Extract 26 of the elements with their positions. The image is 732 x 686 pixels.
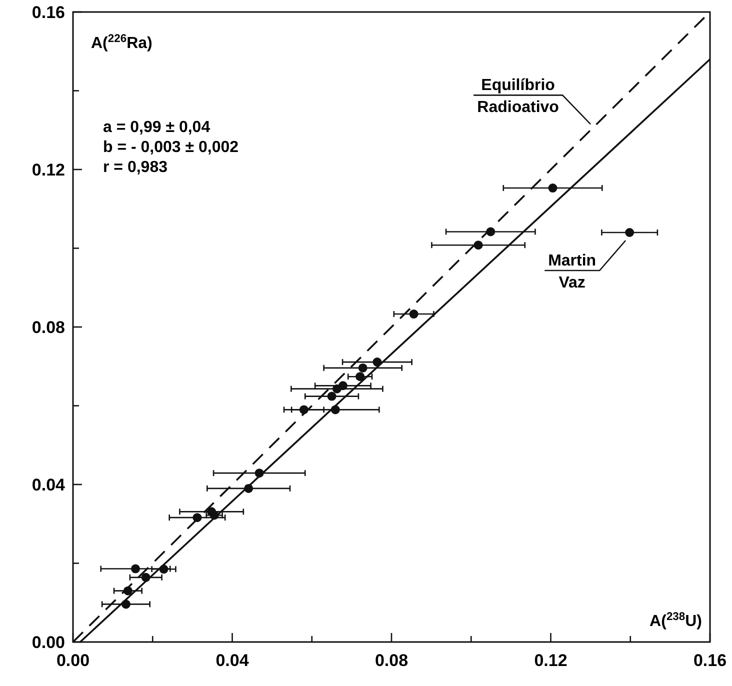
- x-tick-label: 0.16: [693, 651, 727, 670]
- x-tick-label: 0.12: [534, 651, 568, 670]
- annotation: Equilíbrio Radioativo: [477, 77, 560, 116]
- point: [474, 240, 483, 250]
- point: [358, 363, 368, 372]
- y-tick-label: 0.16: [32, 3, 65, 22]
- x-tick-label: 0.00: [56, 651, 90, 670]
- x-axis-title: A($^{238}$U): [650, 611, 702, 630]
- point: [625, 228, 634, 237]
- point: [548, 184, 558, 193]
- annotation: a = 0,99 ± 0,04: [103, 119, 210, 136]
- point: [338, 381, 348, 390]
- point: [356, 372, 365, 382]
- y-tick-label: 0.12: [32, 160, 65, 180]
- point: [131, 564, 140, 574]
- y-tick-label: 0.04: [32, 476, 66, 494]
- annotation: Martin Vaz: [548, 252, 596, 292]
- point: [327, 392, 336, 401]
- annotation: b = - 0,003 ± 0,002: [103, 139, 239, 156]
- point: [409, 310, 418, 319]
- y-axis-title: A($^{226}$Ra): [91, 33, 152, 52]
- annotation: r = 0,983: [103, 159, 168, 176]
- y-tick-label: 0.00: [32, 633, 65, 652]
- x-tick-label: 0.08: [374, 651, 408, 670]
- y-tick-label: 0.08: [32, 318, 65, 337]
- x-tick-label: 0.04: [216, 651, 250, 670]
